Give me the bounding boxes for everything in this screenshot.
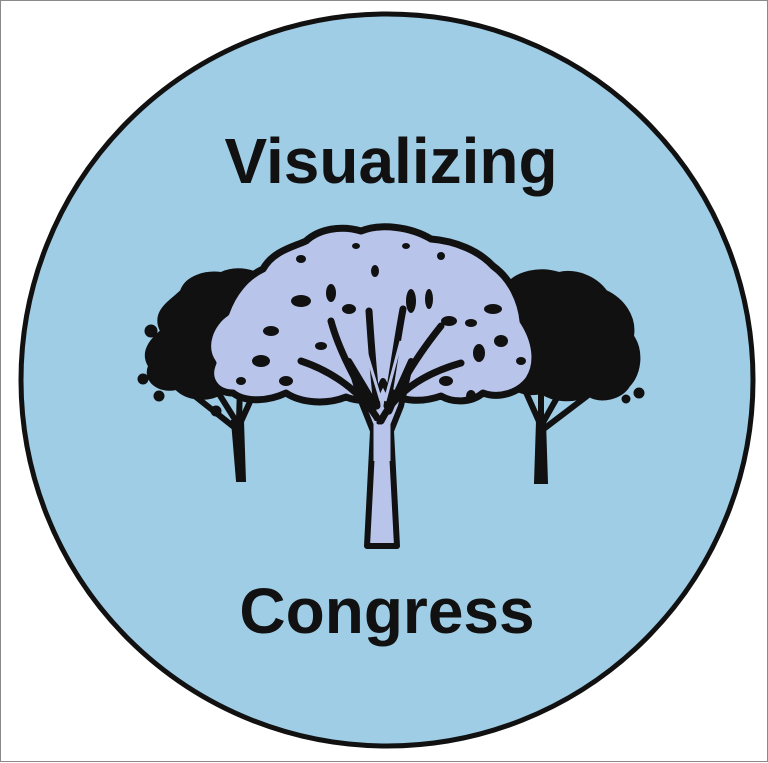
title-top: Visualizing [224,125,557,197]
center-tree-icon [204,223,539,549]
title-bottom: Congress [239,575,534,647]
